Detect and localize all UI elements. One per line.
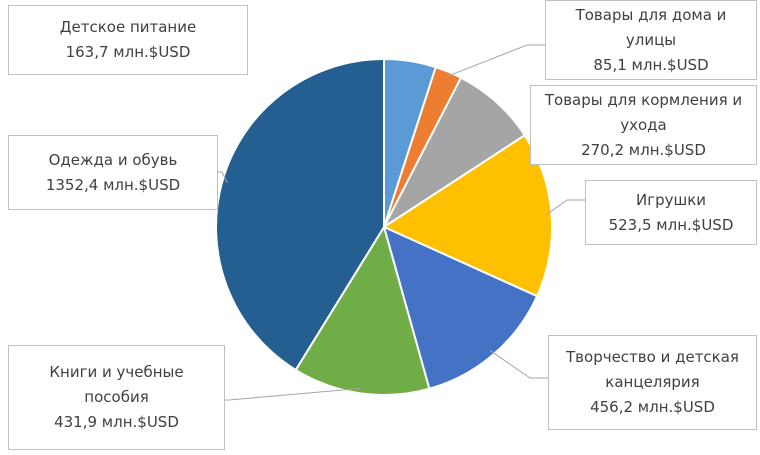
value-label: 456,2 млн.$USD (590, 398, 715, 416)
data-label: Игрушки 523,5 млн.$USD (585, 180, 757, 245)
leader-line (546, 199, 585, 215)
pie-slice (294, 224, 431, 396)
category-label: Книги и учебные пособия (49, 363, 184, 406)
pie-slice (215, 57, 385, 372)
value-label: 163,7 млн.$USD (65, 43, 191, 61)
data-label: Товары для дома и улицы 85,1 млн.$USD (545, 0, 757, 80)
category-label: Детское питание (59, 18, 197, 36)
leader-line (225, 387, 362, 401)
value-label: 270,2 млн.$USD (581, 140, 706, 159)
value-label: 1352,4 млн.$USD (45, 175, 181, 194)
data-label: Одежда и обувь 1352,4 млн.$USD (8, 135, 218, 210)
pie-slice (381, 76, 527, 230)
pie-slice (382, 225, 539, 390)
category-label: Творчество и детская канцелярия (566, 348, 739, 391)
leader-line (218, 171, 228, 183)
category-label: Товары для кормления и ухода (544, 90, 743, 134)
category-label: Игрушки (635, 190, 707, 209)
data-label: Творчество и детская канцелярия 456,2 млн… (548, 335, 757, 430)
category-label: Товары для дома и улицы (575, 5, 727, 49)
data-label: Товары для кормления и ухода 270,2 млн.$U… (530, 85, 757, 165)
value-label: 523,5 млн.$USD (608, 215, 734, 234)
data-label: Книги и учебные пособия 431,9 млн.$USD (8, 345, 225, 450)
category-label: Одежда и обувь (48, 150, 178, 169)
value-label: 431,9 млн.$USD (54, 413, 179, 431)
leader-line (446, 44, 545, 78)
data-label: Детское питание 163,7 млн.$USD (8, 5, 248, 75)
value-label: 85,1 млн.$USD (593, 55, 709, 74)
leader-line (489, 350, 548, 379)
